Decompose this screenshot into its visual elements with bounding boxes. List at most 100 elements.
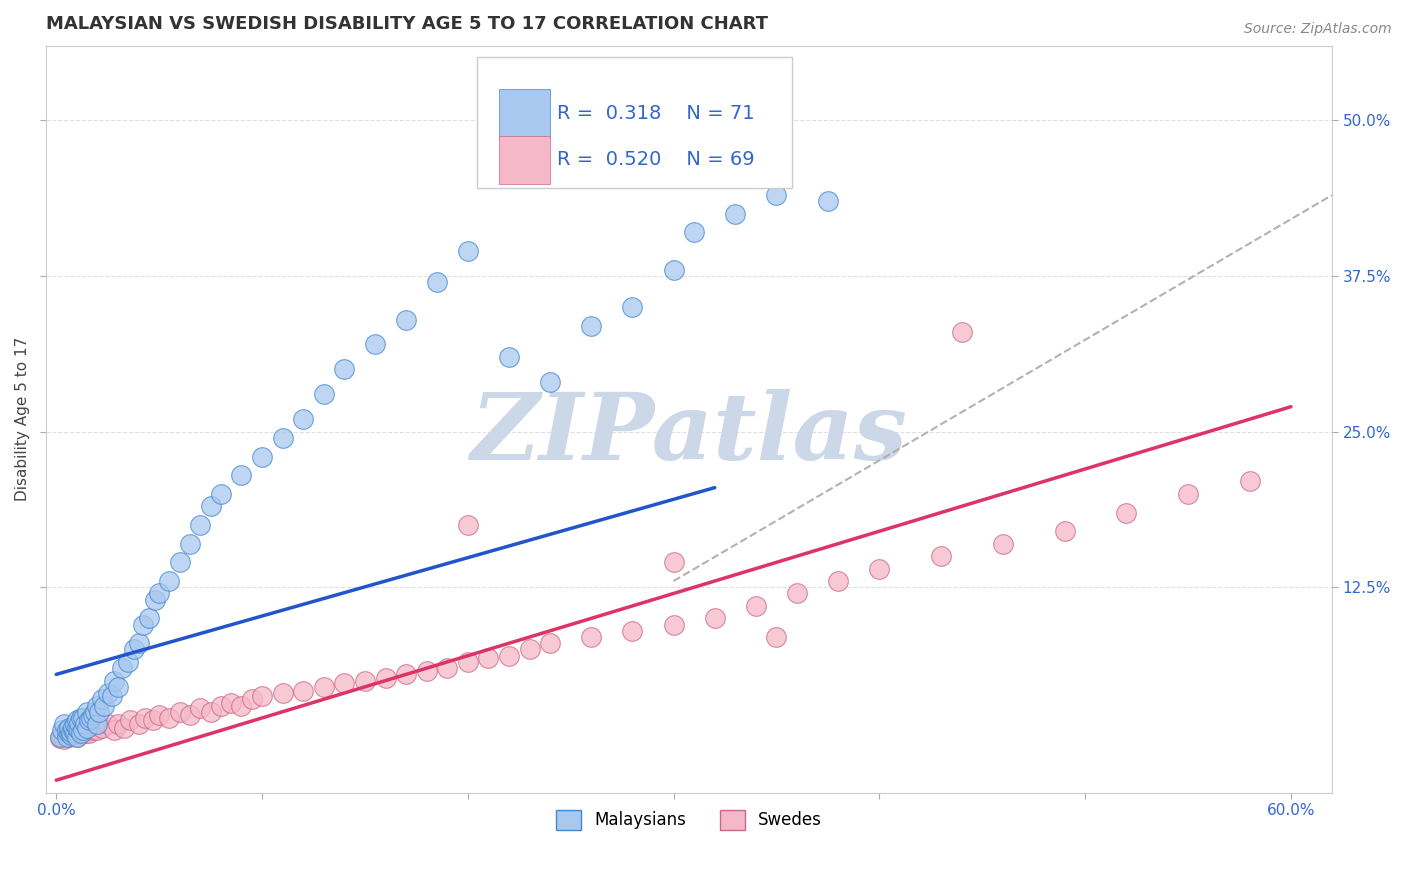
- Point: [581, 318, 603, 333]
- Point: [55, 723, 77, 738]
- Point: [1177, 487, 1199, 501]
- Point: [683, 226, 706, 240]
- Point: [929, 549, 952, 563]
- Point: [374, 671, 396, 685]
- Point: [51, 730, 73, 744]
- Point: [77, 714, 100, 728]
- Point: [148, 708, 170, 723]
- Point: [745, 599, 768, 613]
- Point: [426, 275, 449, 289]
- Point: [219, 696, 242, 710]
- Point: [86, 698, 108, 713]
- Point: [128, 717, 150, 731]
- Text: R =  0.520    N = 69: R = 0.520 N = 69: [557, 151, 754, 169]
- Point: [58, 721, 80, 735]
- Point: [112, 721, 135, 735]
- Point: [991, 536, 1014, 550]
- Point: [58, 726, 80, 740]
- Point: [950, 325, 973, 339]
- Point: [209, 698, 232, 713]
- Point: [292, 412, 315, 426]
- Point: [77, 726, 100, 740]
- Point: [128, 636, 150, 650]
- Point: [72, 724, 94, 739]
- Point: [250, 689, 273, 703]
- Point: [457, 244, 479, 258]
- Point: [621, 300, 644, 314]
- Point: [70, 727, 93, 741]
- Point: [662, 555, 685, 569]
- Point: [519, 642, 541, 657]
- Point: [159, 711, 181, 725]
- Point: [63, 726, 86, 740]
- Point: [72, 711, 94, 725]
- Point: [97, 686, 120, 700]
- Point: [169, 555, 191, 569]
- Point: [477, 651, 499, 665]
- Point: [53, 732, 76, 747]
- Point: [59, 727, 82, 741]
- Point: [86, 723, 108, 738]
- Point: [117, 655, 139, 669]
- Point: [49, 731, 72, 745]
- Point: [142, 714, 165, 728]
- Point: [827, 574, 849, 588]
- Point: [55, 728, 77, 742]
- Point: [817, 194, 839, 209]
- Point: [364, 337, 387, 351]
- Point: [89, 705, 111, 719]
- Point: [62, 723, 84, 738]
- Point: [90, 721, 112, 735]
- Point: [457, 518, 479, 533]
- Point: [90, 692, 112, 706]
- Point: [312, 387, 335, 401]
- Point: [231, 468, 253, 483]
- Point: [66, 714, 89, 728]
- Point: [62, 720, 84, 734]
- Point: [63, 717, 86, 731]
- Point: [271, 686, 294, 700]
- Point: [111, 661, 134, 675]
- Point: [395, 312, 418, 326]
- Point: [333, 362, 356, 376]
- Legend: Malaysians, Swedes: Malaysians, Swedes: [550, 803, 828, 837]
- Point: [84, 705, 107, 719]
- Point: [55, 730, 77, 744]
- FancyBboxPatch shape: [499, 89, 550, 138]
- Text: ZIPatlas: ZIPatlas: [471, 389, 907, 479]
- Point: [131, 617, 153, 632]
- Point: [159, 574, 181, 588]
- Point: [82, 708, 104, 723]
- Point: [436, 661, 458, 675]
- Point: [765, 188, 787, 202]
- Point: [498, 350, 520, 364]
- Point: [415, 664, 437, 678]
- Point: [312, 680, 335, 694]
- Point: [86, 717, 108, 731]
- Point: [72, 723, 94, 738]
- Point: [148, 586, 170, 600]
- Point: [58, 730, 80, 744]
- Point: [66, 730, 89, 744]
- Point: [354, 673, 377, 688]
- Point: [138, 611, 160, 625]
- Point: [538, 636, 561, 650]
- Point: [82, 723, 104, 738]
- Point: [786, 586, 808, 600]
- Point: [103, 673, 125, 688]
- Point: [59, 728, 82, 742]
- FancyBboxPatch shape: [477, 57, 792, 187]
- Point: [868, 561, 890, 575]
- Point: [59, 724, 82, 739]
- Point: [103, 723, 125, 738]
- Point: [662, 262, 685, 277]
- Point: [67, 726, 90, 740]
- Point: [250, 450, 273, 464]
- Point: [581, 630, 603, 644]
- Point: [621, 624, 644, 638]
- Point: [457, 655, 479, 669]
- Text: MALAYSIAN VS SWEDISH DISABILITY AGE 5 TO 17 CORRELATION CHART: MALAYSIAN VS SWEDISH DISABILITY AGE 5 TO…: [46, 15, 768, 33]
- Point: [101, 689, 124, 703]
- Point: [209, 487, 232, 501]
- Point: [75, 717, 97, 731]
